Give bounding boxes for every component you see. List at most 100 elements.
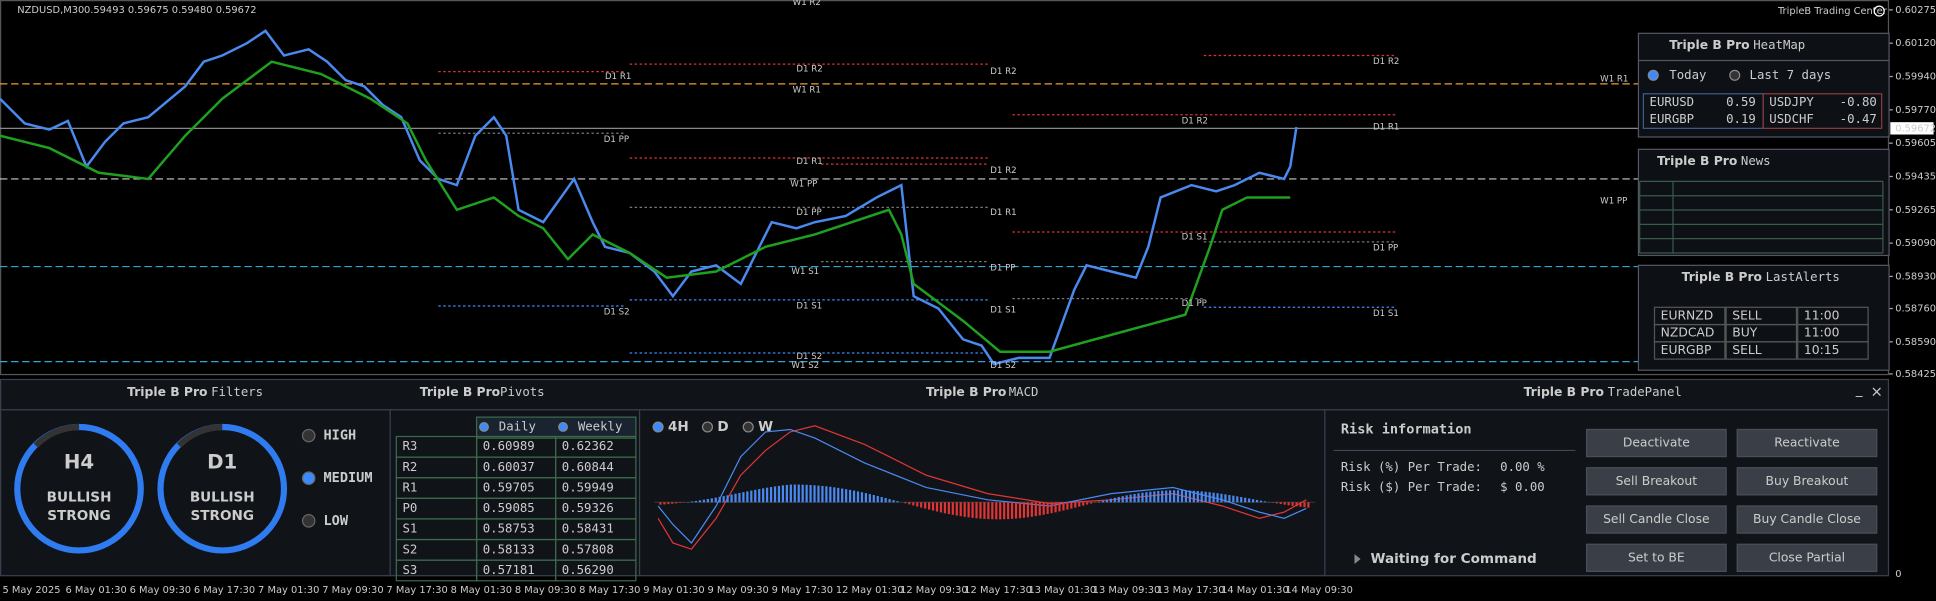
button-label: Reactivate [1774,436,1839,450]
histogram-bar [750,490,753,503]
radio[interactable] [301,471,316,485]
button[interactable] [1585,467,1727,496]
pivot-cell-text: S2 [403,542,418,556]
button[interactable] [1736,505,1878,534]
radio[interactable] [558,422,568,432]
histogram-bar [667,502,670,505]
pivot-cell [554,559,637,582]
button[interactable] [1736,543,1878,572]
histogram-bar [999,502,1002,520]
histogram-bar [856,491,860,503]
level-label: W1 R2 [793,0,821,8]
panel-brand: Triple B Pro [1524,385,1604,399]
filter-option: MEDIUM [323,470,372,486]
panel-title: MACD [1009,385,1039,399]
button[interactable] [1585,428,1727,458]
radio[interactable] [1729,69,1741,81]
pivot-cell-text: 0.56290 [562,563,614,577]
level-label: W1 S2 [791,361,819,371]
histogram-bar [1165,490,1168,503]
histogram-bar [1303,502,1306,508]
panel-brand: Triple B Pro [127,385,207,399]
alert-cell [1725,341,1798,360]
histogram-bar [1022,502,1026,518]
histogram-bar [1066,502,1069,510]
time-label: 7 May 01:30 [258,585,319,596]
histogram-bar [1113,497,1116,503]
panel-title: LastAlerts [1766,270,1840,284]
pivot-cell-text: 0.59085 [483,501,535,515]
alert-cell [1797,341,1869,360]
risk-value: 0.00 % [1500,460,1545,474]
histogram-bar [983,502,986,519]
button-label: Buy Candle Close [1753,512,1861,526]
current-price-box [1890,122,1934,135]
histogram-bar [939,502,943,513]
histogram-bar [1050,502,1053,514]
heatmap-cell: 0.19 [1726,112,1756,126]
histogram-bar [892,500,895,503]
histogram-bar [758,489,761,503]
histogram-bar [852,490,856,503]
macd-axis: 0 [1895,569,1901,580]
panel-brand: Triple B Pro [926,385,1006,399]
histogram-bar [738,492,741,503]
histogram-bar [1161,490,1164,503]
histogram-bar [967,502,970,518]
macd-histogram [659,484,1310,520]
histogram-bar [1054,502,1057,513]
radio[interactable] [652,421,664,433]
histogram-bar [1086,502,1089,505]
button[interactable] [1736,467,1878,496]
macd-tf: 4H [668,419,689,435]
level-label: D1 S1 [990,305,1016,315]
level-label: D1 PP [1182,299,1207,309]
radio[interactable] [479,422,489,432]
pivot-cell-text: 0.57808 [562,542,614,556]
histogram-bar [1184,490,1188,503]
histogram-bar [1149,491,1152,503]
radio[interactable] [701,421,714,433]
histogram-bar [943,502,947,514]
histogram-bar [690,501,694,503]
histogram-bar [1212,492,1215,503]
histogram-bar [1200,491,1203,503]
histogram-bar [1026,502,1029,518]
histogram-bar [1188,490,1191,503]
gauge-gap [176,423,223,448]
histogram-bar [837,487,840,503]
symbol: NZDUSD,M30 [17,5,84,16]
price-label: 0.59090 [1895,238,1936,249]
histogram-bar [991,502,994,520]
pivot-cell-text: 0.60037 [483,460,535,474]
pivot-cell-text: S3 [403,563,418,577]
histogram-bar [1283,502,1286,505]
time-label: 9 May 01:30 [643,585,704,596]
price-label: 0.58930 [1895,271,1936,282]
histogram-bar [1097,501,1101,503]
heatmap-cell: USDJPY [1769,95,1814,109]
pivot-cell-text: 0.58431 [562,522,614,536]
time-label: 13 May 01:30 [1029,585,1097,596]
gauge-state: STRONG [190,508,253,524]
heatmap-cell: USDCHF [1769,112,1814,126]
button[interactable] [1585,543,1727,572]
radio[interactable] [301,428,316,443]
button[interactable] [1736,428,1878,458]
histogram-bar [975,502,978,519]
radio[interactable] [742,421,754,433]
radio[interactable] [301,513,316,528]
alert-cell-text: 11:00 [1804,308,1840,322]
histogram-bar [955,502,958,516]
time-label: 9 May 09:30 [707,585,768,596]
pivot-cell-text: 0.59949 [562,480,614,494]
histogram-bar [841,488,844,503]
radio[interactable] [1647,69,1659,81]
level-label: D1 PP [796,208,821,218]
side-panel [1637,148,1890,257]
level-label: D1 R1 [1373,123,1399,133]
level-label: W1 R1 [793,86,821,96]
histogram-bar [1125,495,1128,503]
histogram-bar [671,502,674,504]
button[interactable] [1585,505,1727,534]
